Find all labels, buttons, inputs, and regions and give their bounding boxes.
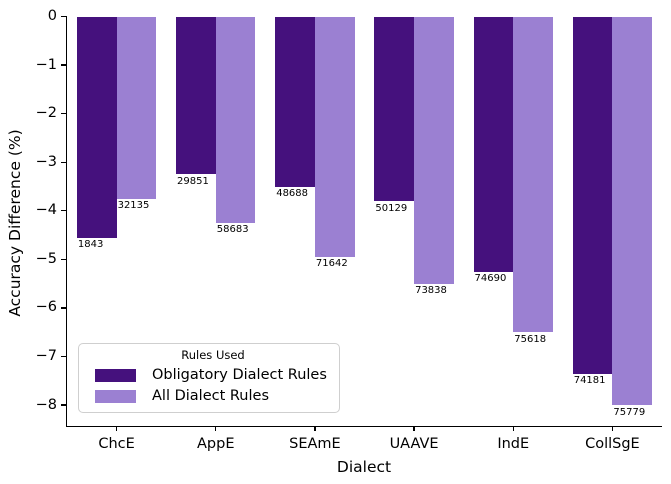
y-tick-label: −2 bbox=[35, 105, 57, 122]
bar-value-label: 48688 bbox=[276, 188, 309, 199]
legend-label-obligatory-rules: Obligatory Dialect Rules bbox=[152, 367, 327, 383]
legend-item-all-rules: All Dialect Rules bbox=[95, 388, 331, 404]
y-tick-mark bbox=[61, 210, 67, 212]
y-tick-mark bbox=[61, 307, 67, 309]
bar-value-label: 74181 bbox=[573, 375, 606, 387]
bar bbox=[215, 16, 256, 223]
bar bbox=[374, 16, 415, 202]
legend: Rules Used Obligatory Dialect Rules All … bbox=[78, 343, 340, 413]
y-tick-label: −8 bbox=[35, 396, 57, 413]
y-tick-label: −5 bbox=[35, 250, 57, 267]
x-tick-label: ChcE bbox=[98, 436, 135, 452]
y-axis-spine bbox=[65, 16, 67, 428]
bar-value-label: 1843 bbox=[77, 239, 104, 250]
y-tick-label: −7 bbox=[35, 348, 57, 365]
legend-title: Rules Used bbox=[181, 348, 245, 362]
bar bbox=[76, 16, 117, 238]
x-tick-label: CollSgE bbox=[585, 436, 640, 452]
x-tick-mark bbox=[512, 425, 514, 431]
y-tick-mark bbox=[61, 404, 67, 406]
bar bbox=[414, 16, 454, 284]
y-tick-mark bbox=[61, 258, 67, 261]
x-tick-mark bbox=[611, 425, 614, 431]
y-tick-label: −4 bbox=[35, 202, 57, 219]
bar-value-label: 50129 bbox=[375, 202, 408, 214]
x-tick-label: IndE bbox=[497, 436, 530, 452]
legend-item-obligatory-rules: Obligatory Dialect Rules bbox=[95, 367, 331, 383]
bar-value-label: 29851 bbox=[177, 175, 209, 187]
y-tick-label: −3 bbox=[35, 153, 57, 170]
x-tick-mark bbox=[215, 425, 217, 431]
bar bbox=[176, 16, 216, 175]
bar bbox=[612, 16, 653, 406]
x-tick-label: UAAVE bbox=[389, 436, 439, 452]
x-tick-mark bbox=[115, 425, 118, 431]
y-tick-label: −6 bbox=[35, 299, 57, 316]
x-axis-spine bbox=[65, 425, 663, 428]
y-tick-mark bbox=[61, 64, 67, 66]
y-tick-mark bbox=[61, 355, 67, 358]
x-tick-label: SEAmE bbox=[289, 436, 341, 452]
y-tick-label: −1 bbox=[35, 56, 57, 73]
bar-value-label: 58683 bbox=[216, 224, 249, 236]
x-tick-mark bbox=[413, 425, 415, 431]
bar bbox=[314, 16, 355, 257]
legend-label-all-rules: All Dialect Rules bbox=[152, 388, 269, 404]
bar-value-label: 71642 bbox=[315, 258, 348, 270]
x-axis-label: Dialect bbox=[336, 458, 392, 476]
bar bbox=[275, 16, 315, 187]
bar-value-label: 75779 bbox=[613, 406, 646, 418]
bar bbox=[116, 16, 157, 199]
x-tick-mark bbox=[314, 425, 316, 431]
y-tick-mark bbox=[61, 112, 67, 115]
bar bbox=[513, 16, 553, 333]
legend-swatch-all-rules-icon bbox=[95, 389, 136, 403]
legend-swatch-obligatory-rules-icon bbox=[95, 368, 136, 382]
bar-value-label: 73838 bbox=[415, 285, 447, 297]
y-tick-mark bbox=[61, 15, 67, 18]
y-tick-label: 0 bbox=[47, 8, 57, 24]
bar bbox=[572, 16, 613, 374]
x-tick-label: AppE bbox=[197, 436, 235, 452]
bar-value-label: 32135 bbox=[117, 200, 150, 212]
bar-value-label: 75618 bbox=[514, 333, 547, 345]
bar-value-label: 74690 bbox=[474, 273, 507, 285]
y-axis-label: Accuracy Difference (%) bbox=[6, 129, 24, 317]
bar bbox=[473, 16, 514, 272]
y-tick-mark bbox=[61, 161, 67, 163]
